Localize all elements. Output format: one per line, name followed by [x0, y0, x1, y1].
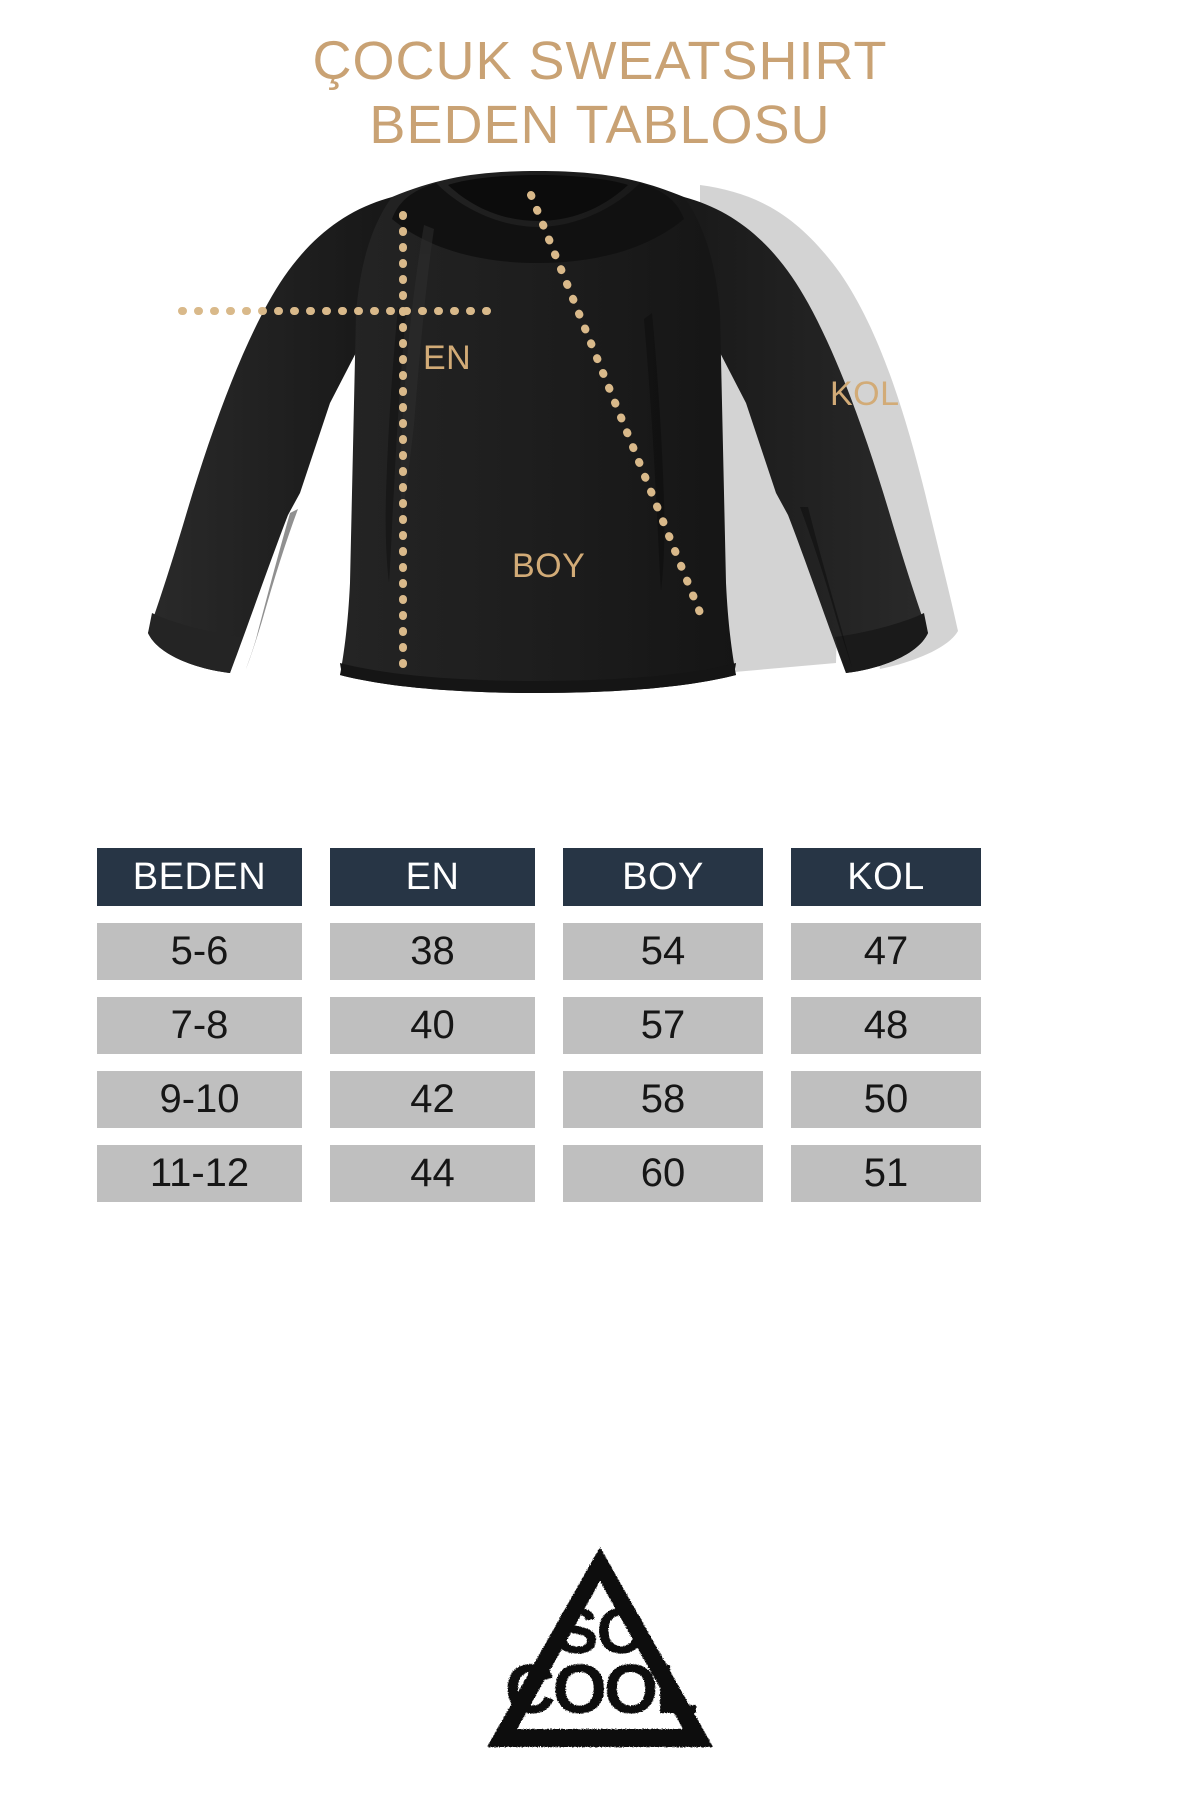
table-row: 5-6 38 54 47 — [97, 923, 981, 980]
table-header-row: BEDEN EN BOY KOL — [97, 848, 981, 906]
cell-beden: 11-12 — [97, 1145, 302, 1202]
cell-kol: 48 — [791, 997, 981, 1054]
title-line-1: ÇOCUK SWEATSHIRT — [312, 31, 888, 91]
measurement-label-boy: BOY — [512, 547, 586, 586]
sweatshirt-graphic — [148, 171, 958, 694]
table-row: 11-12 44 60 51 — [97, 1145, 981, 1202]
table-row: 7-8 40 57 48 — [97, 997, 981, 1054]
page-title: ÇOCUK SWEATSHIRT BEDEN TABLOSU — [0, 0, 1200, 157]
cell-kol: 50 — [791, 1071, 981, 1128]
logo-text-so: SO — [556, 1595, 645, 1667]
collar-inner — [448, 175, 628, 222]
brand-logo: SO COOL SO COOL — [0, 1545, 1200, 1760]
cell-boy: 57 — [563, 997, 763, 1054]
cell-boy: 60 — [563, 1145, 763, 1202]
so-cool-logo-icon: SO COOL SO COOL — [487, 1547, 713, 1747]
sweatshirt-illustration: EN BOY KOL — [0, 163, 1200, 783]
hem-band — [340, 663, 736, 694]
cell-en: 44 — [330, 1145, 535, 1202]
cell-boy: 54 — [563, 923, 763, 980]
logo-triangle-shape — [487, 1547, 713, 1747]
kol-dotted-line — [527, 191, 709, 630]
left-sleeve — [148, 197, 392, 674]
garment-body — [340, 171, 736, 694]
cell-en: 42 — [330, 1071, 535, 1128]
cell-kol: 51 — [791, 1145, 981, 1202]
table-header-boy: BOY — [563, 848, 763, 906]
cell-beden: 7-8 — [97, 997, 302, 1054]
title-line-2: BEDEN TABLOSU — [369, 94, 831, 155]
right-cuff — [835, 613, 928, 674]
cell-kol: 47 — [791, 923, 981, 980]
left-cuff — [148, 613, 241, 674]
cell-beden: 9-10 — [97, 1071, 302, 1128]
right-sleeve — [684, 197, 928, 674]
table-header-beden: BEDEN — [97, 848, 302, 906]
cell-en: 38 — [330, 923, 535, 980]
measurement-label-kol: KOL — [830, 375, 900, 414]
size-table: BEDEN EN BOY KOL 5-6 38 54 47 7-8 40 57 … — [97, 848, 981, 1202]
measurement-label-en: EN — [423, 339, 472, 378]
cell-boy: 58 — [563, 1071, 763, 1128]
collar — [392, 183, 684, 264]
cell-en: 40 — [330, 997, 535, 1054]
cell-beden: 5-6 — [97, 923, 302, 980]
table-header-en: EN — [330, 848, 535, 906]
table-header-kol: KOL — [791, 848, 981, 906]
table-row: 9-10 42 58 50 — [97, 1071, 981, 1128]
logo-text-cool: COOL — [505, 1650, 696, 1728]
